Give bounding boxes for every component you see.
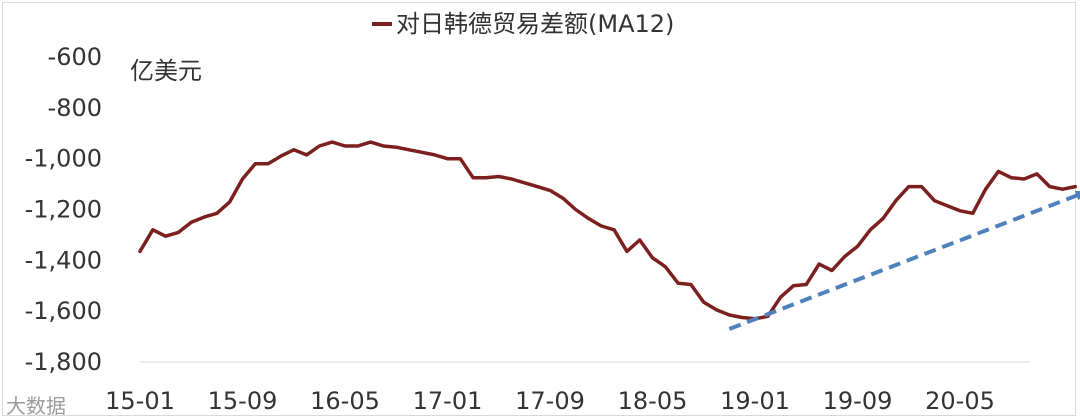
data-point [830, 269, 834, 272]
data-point [1073, 185, 1077, 189]
series-line-trade-balance [138, 140, 1078, 321]
data-point [394, 145, 398, 149]
data-point [894, 199, 898, 203]
data-point [676, 281, 680, 285]
data-point [702, 300, 706, 304]
x-tick-label: 17-01 [413, 387, 483, 415]
data-point [843, 255, 847, 258]
data-point [343, 144, 347, 148]
data-point [446, 157, 449, 161]
data-point [638, 238, 642, 242]
y-tick-label: -600 [48, 43, 102, 71]
data-point [228, 200, 232, 204]
data-point [958, 209, 962, 213]
data-point [215, 211, 219, 215]
data-point [164, 234, 168, 238]
data-point [548, 188, 552, 192]
data-point [266, 162, 270, 166]
data-point [599, 224, 603, 228]
unit-label: 亿美元 [130, 57, 202, 85]
y-tick-label: -1,400 [25, 246, 102, 274]
data-point [996, 169, 1000, 173]
y-tick-label: -800 [48, 94, 102, 122]
watermark-text: 大数据 [6, 394, 66, 418]
series-points [138, 140, 1077, 321]
data-point [407, 148, 411, 152]
data-point [625, 249, 629, 253]
x-tick-label: 19-09 [823, 387, 893, 415]
y-tick-label: -1,000 [25, 145, 102, 173]
data-point [689, 283, 693, 286]
data-point [241, 177, 244, 181]
data-point [663, 265, 667, 269]
y-tick-label: -1,200 [25, 196, 102, 224]
data-point [651, 256, 654, 260]
x-tick-label: 16-05 [310, 387, 380, 415]
data-point [971, 211, 975, 215]
data-point [881, 216, 885, 220]
data-point [1009, 176, 1013, 180]
data-point [740, 316, 744, 319]
data-point [984, 187, 988, 191]
data-point [779, 295, 783, 299]
y-tick-label: -1,800 [25, 348, 102, 376]
data-point [907, 185, 911, 189]
data-point [535, 185, 539, 189]
data-point [471, 176, 475, 180]
data-point [1061, 187, 1064, 191]
data-point [484, 176, 488, 180]
x-tick-label: 19-01 [720, 387, 790, 415]
x-tick-label: 15-01 [105, 387, 175, 415]
data-point [433, 153, 437, 157]
legend: 对日韩德贸易差额(MA12) [372, 10, 674, 38]
legend-label: 对日韩德贸易差额(MA12) [396, 10, 674, 38]
x-tick-label: 18-05 [618, 387, 688, 415]
data-point [932, 199, 936, 203]
data-point [715, 308, 719, 312]
data-point [253, 162, 257, 166]
data-point [945, 204, 949, 208]
data-point [458, 157, 462, 161]
trend-arrow [728, 193, 1080, 331]
x-axis: 15-01 15-09 16-05 17-01 17-09 18-05 19-01 19-09… [105, 387, 995, 415]
data-point [727, 313, 731, 317]
data-point [586, 216, 590, 220]
data-point [330, 140, 334, 144]
data-point [381, 144, 385, 148]
y-axis: -600 -800 -1,000 -1,200 -1,400 -1,600 -1,800 [25, 43, 102, 376]
data-point [510, 177, 514, 181]
data-point [292, 148, 296, 152]
data-point [1048, 185, 1052, 189]
data-point [317, 144, 321, 148]
data-point [522, 181, 526, 185]
data-point [868, 228, 872, 232]
data-point [612, 228, 616, 232]
x-tick-label: 20-05 [925, 387, 995, 415]
data-point [1035, 172, 1039, 176]
x-tick-label: 15-09 [208, 387, 278, 415]
data-point [305, 153, 309, 157]
y-tick-label: -1,600 [25, 297, 102, 325]
data-point [189, 220, 193, 224]
data-point [856, 244, 859, 248]
data-point [176, 230, 180, 234]
data-point [920, 185, 924, 189]
data-point [420, 150, 424, 154]
data-point [561, 196, 565, 200]
data-point [356, 144, 360, 148]
data-point [817, 262, 821, 266]
data-point [369, 140, 373, 144]
data-point [804, 283, 808, 286]
data-point [202, 215, 206, 219]
x-tick-label: 17-09 [515, 387, 585, 415]
data-point [151, 228, 155, 232]
data-point [497, 175, 501, 178]
data-point [791, 284, 795, 288]
data-point [279, 154, 283, 158]
data-point [1022, 177, 1026, 181]
data-point [574, 208, 578, 211]
data-point [138, 249, 142, 253]
